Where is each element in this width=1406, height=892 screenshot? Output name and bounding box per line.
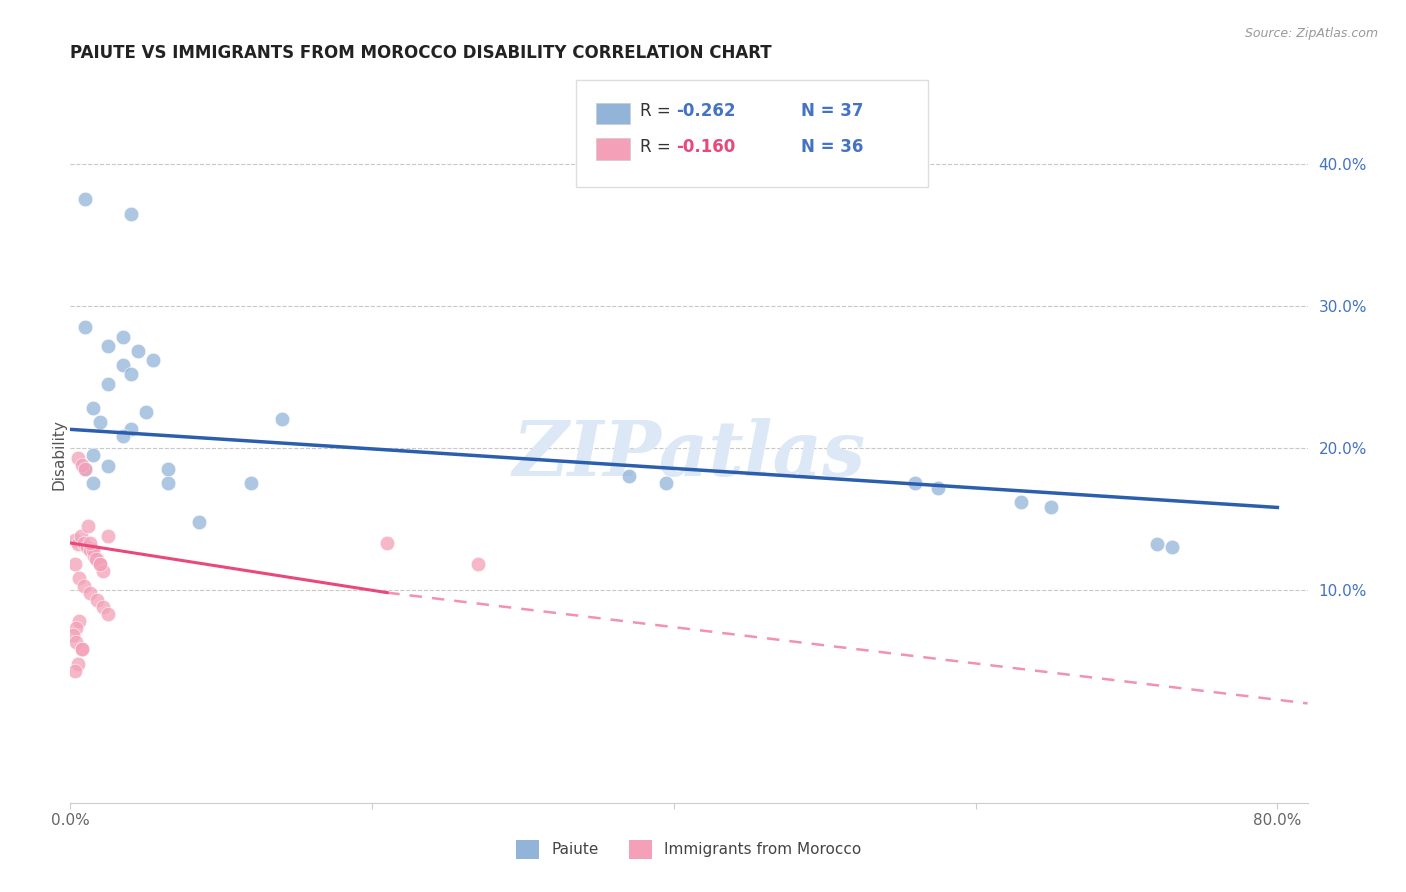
Point: [135, 405, 157, 419]
Point: [97, 529, 120, 543]
Point: [79, 543, 101, 558]
Point: [97, 607, 120, 621]
Point: [84, 551, 107, 566]
Text: R =: R =: [640, 103, 676, 120]
Point: [65, 635, 87, 649]
Point: [97, 459, 120, 474]
Point: [1146, 537, 1168, 551]
Point: [112, 429, 135, 443]
Point: [66, 657, 89, 671]
Point: [904, 476, 927, 491]
Point: [79, 536, 101, 550]
Point: [655, 476, 678, 491]
Point: [375, 536, 398, 550]
Point: [67, 571, 90, 585]
Point: [93, 599, 115, 614]
Point: [63, 558, 86, 572]
Point: [93, 565, 115, 579]
Point: [157, 462, 180, 476]
Text: ZIPatlas: ZIPatlas: [512, 418, 866, 491]
Point: [120, 367, 142, 381]
Text: R =: R =: [640, 138, 676, 156]
Point: [97, 376, 120, 391]
Point: [65, 621, 87, 635]
Point: [157, 476, 180, 491]
Point: [1010, 495, 1032, 509]
Point: [127, 344, 149, 359]
Point: [72, 642, 94, 657]
Point: [89, 558, 111, 572]
Point: [270, 412, 292, 426]
Point: [1040, 500, 1063, 515]
Point: [83, 549, 105, 563]
Text: PAIUTE VS IMMIGRANTS FROM MOROCCO DISABILITY CORRELATION CHART: PAIUTE VS IMMIGRANTS FROM MOROCCO DISABI…: [70, 45, 772, 62]
Point: [63, 664, 86, 678]
Point: [62, 628, 84, 642]
Point: [89, 415, 111, 429]
Point: [67, 614, 90, 628]
Point: [75, 462, 97, 476]
Point: [76, 540, 98, 554]
Point: [66, 537, 89, 551]
Point: [79, 585, 101, 599]
Point: [240, 476, 263, 491]
Point: [86, 551, 108, 566]
Point: [82, 401, 104, 415]
Point: [72, 458, 94, 472]
Point: [82, 448, 104, 462]
Point: [66, 450, 89, 465]
Text: N = 36: N = 36: [801, 138, 863, 156]
Point: [86, 592, 108, 607]
Point: [70, 529, 93, 543]
Point: [75, 320, 97, 334]
Text: -0.160: -0.160: [676, 138, 735, 156]
Point: [112, 359, 135, 373]
Point: [120, 422, 142, 436]
Text: N = 37: N = 37: [801, 103, 863, 120]
Point: [927, 481, 949, 495]
Y-axis label: Disability: Disability: [52, 419, 66, 491]
Point: [1160, 540, 1182, 554]
Point: [75, 462, 97, 476]
Point: [77, 519, 100, 533]
Point: [89, 558, 111, 572]
Text: -0.262: -0.262: [676, 103, 735, 120]
Point: [120, 206, 142, 220]
Point: [75, 192, 97, 206]
Point: [63, 533, 86, 548]
Legend: Paiute, Immigrants from Morocco: Paiute, Immigrants from Morocco: [510, 834, 868, 864]
Point: [82, 543, 104, 558]
Point: [142, 352, 165, 367]
Point: [73, 578, 96, 592]
Point: [112, 330, 135, 344]
Point: [617, 469, 640, 483]
Point: [82, 476, 104, 491]
Point: [97, 338, 120, 352]
Point: [73, 536, 96, 550]
Point: [467, 558, 489, 572]
Point: [72, 642, 94, 657]
Text: Source: ZipAtlas.com: Source: ZipAtlas.com: [1244, 27, 1378, 40]
Point: [187, 515, 209, 529]
